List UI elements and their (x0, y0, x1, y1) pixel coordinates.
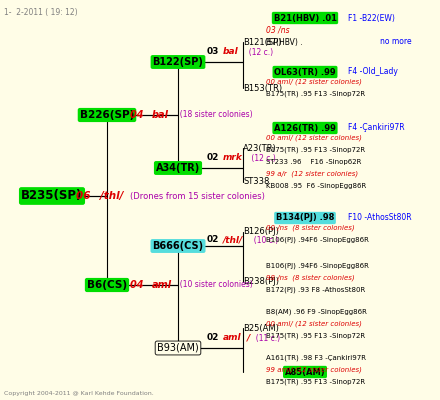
Text: B106(PJ) .94F6 -SinopEgg86R: B106(PJ) .94F6 -SinopEgg86R (266, 237, 369, 243)
Text: B172(PJ) .93 F8 -AthosSt80R: B172(PJ) .93 F8 -AthosSt80R (266, 287, 365, 293)
Text: B175(TR) .95 F13 -Sinop72R: B175(TR) .95 F13 -Sinop72R (266, 147, 365, 153)
Text: 03 /ns: 03 /ns (266, 26, 290, 34)
Text: F1 -B22(EW): F1 -B22(EW) (348, 14, 395, 22)
Text: F4 -Çankiri97R: F4 -Çankiri97R (348, 124, 405, 132)
Text: (12 c.): (12 c.) (243, 48, 273, 56)
Text: B7(HBV) .: B7(HBV) . (266, 38, 303, 46)
Text: /: / (247, 334, 250, 342)
Text: 02: 02 (207, 154, 220, 162)
Text: B175(TR) .95 F13 -Sinop72R: B175(TR) .95 F13 -Sinop72R (266, 333, 365, 339)
Text: bal: bal (152, 110, 169, 120)
Text: B106(PJ) .94F6 -SinopEgg86R: B106(PJ) .94F6 -SinopEgg86R (266, 263, 369, 269)
Text: 04: 04 (130, 280, 147, 290)
Text: B21(HBV) .01: B21(HBV) .01 (274, 14, 337, 22)
Text: B238(PJ): B238(PJ) (243, 278, 279, 286)
Text: B25(AM): B25(AM) (243, 324, 279, 332)
Text: 00 aml/ (12 sister colonies): 00 aml/ (12 sister colonies) (266, 321, 362, 327)
Text: Copyright 2004-2011 @ Karl Kehde Foundation.: Copyright 2004-2011 @ Karl Kehde Foundat… (4, 391, 154, 396)
Text: 00 aml/ (12 sister colonies): 00 aml/ (12 sister colonies) (266, 135, 362, 141)
Text: A161(TR) .98 F3 -Çankiri97R: A161(TR) .98 F3 -Çankiri97R (266, 355, 366, 361)
Text: aml: aml (152, 280, 172, 290)
Text: A34(TR): A34(TR) (156, 163, 200, 173)
Text: (Drones from 15 sister colonies): (Drones from 15 sister colonies) (130, 192, 265, 200)
Text: mrk: mrk (223, 154, 243, 162)
Text: ST233 .96    F16 -Sinop62R: ST233 .96 F16 -Sinop62R (266, 159, 361, 165)
Text: (10 c.): (10 c.) (249, 236, 279, 244)
Text: B175(TR) .95 F13 -Sinop72R: B175(TR) .95 F13 -Sinop72R (266, 91, 365, 97)
Text: /thl/: /thl/ (99, 191, 123, 201)
Text: 02: 02 (207, 236, 220, 244)
Text: A23(TR): A23(TR) (243, 144, 277, 152)
Text: 03: 03 (207, 48, 220, 56)
Text: (10 sister colonies): (10 sister colonies) (175, 280, 253, 290)
Text: no more: no more (380, 38, 412, 46)
Text: 02: 02 (207, 334, 220, 342)
Text: (18 sister colonies): (18 sister colonies) (175, 110, 253, 120)
Text: B126(PJ): B126(PJ) (243, 228, 279, 236)
Text: 06: 06 (76, 191, 94, 201)
Text: B153(TR): B153(TR) (243, 84, 282, 92)
Text: 99 a/r  (12 sister colonies): 99 a/r (12 sister colonies) (266, 171, 358, 177)
Text: B122(SP): B122(SP) (153, 57, 203, 67)
Text: B121(SP): B121(SP) (243, 38, 282, 46)
Text: bal: bal (223, 48, 239, 56)
Text: F10 -AthosSt80R: F10 -AthosSt80R (348, 214, 412, 222)
Text: (11 c.): (11 c.) (252, 334, 281, 342)
Text: B226(SP): B226(SP) (80, 110, 134, 120)
Text: A126(TR) .99: A126(TR) .99 (274, 124, 336, 132)
Text: aml: aml (223, 334, 242, 342)
Text: ST338: ST338 (243, 178, 269, 186)
Text: OL63(TR) .99: OL63(TR) .99 (274, 68, 336, 76)
Text: B666(CS): B666(CS) (152, 241, 204, 251)
Text: B235(SP): B235(SP) (21, 190, 83, 202)
Text: 99 aml/ (12 sister colonies): 99 aml/ (12 sister colonies) (266, 367, 362, 373)
Text: B8(AM) .96 F9 -SinopEgg86R: B8(AM) .96 F9 -SinopEgg86R (266, 309, 367, 315)
Text: /thl/: /thl/ (223, 236, 243, 244)
Text: KB008 .95  F6 -SinopEgg86R: KB008 .95 F6 -SinopEgg86R (266, 183, 366, 189)
Text: B134(PJ) .98: B134(PJ) .98 (276, 214, 334, 222)
Text: 00 /ns  (8 sister colonies): 00 /ns (8 sister colonies) (266, 225, 355, 231)
Text: B175(TR) .95 F13 -Sinop72R: B175(TR) .95 F13 -Sinop72R (266, 379, 365, 385)
Text: F4 -Old_Lady: F4 -Old_Lady (348, 68, 398, 76)
Text: 00 aml/ (12 sister colonies): 00 aml/ (12 sister colonies) (266, 79, 362, 85)
Text: A85(AM): A85(AM) (285, 368, 325, 376)
Text: 1-  2-2011 ( 19: 12): 1- 2-2011 ( 19: 12) (4, 8, 77, 17)
Text: B6(CS): B6(CS) (87, 280, 127, 290)
Text: 04: 04 (130, 110, 147, 120)
Text: (12 c.): (12 c.) (249, 154, 275, 162)
Text: B93(AM): B93(AM) (157, 343, 199, 353)
Text: 98 /ns  (8 sister colonies): 98 /ns (8 sister colonies) (266, 275, 355, 281)
